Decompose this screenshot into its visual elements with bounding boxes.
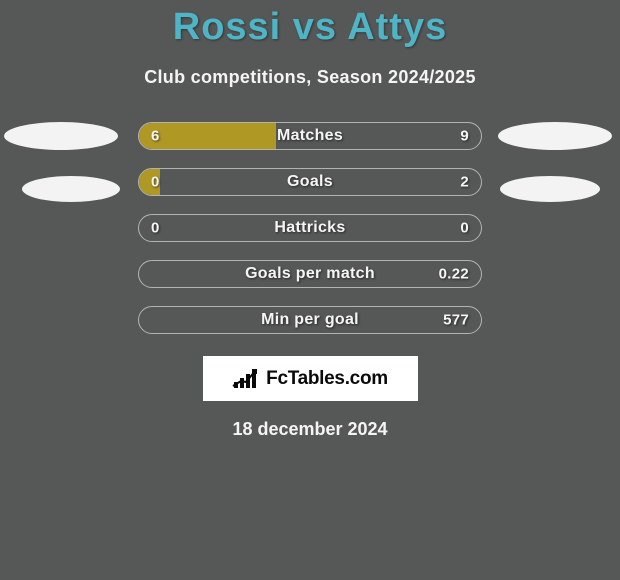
stat-label: Goals <box>287 173 333 191</box>
logo-chart-icon <box>232 368 260 390</box>
stat-row: Goals per match 0.22 <box>138 260 482 288</box>
logo-text: FcTables.com <box>266 368 388 390</box>
stat-right-value: 2 <box>460 174 469 191</box>
stat-left-value: 0 <box>151 220 160 237</box>
stat-right-value: 0.22 <box>439 266 469 283</box>
stat-right-value: 577 <box>443 312 469 329</box>
stat-label: Hattricks <box>274 219 345 237</box>
decorative-ellipse <box>22 176 120 202</box>
stat-left-value: 6 <box>151 128 160 145</box>
stat-row: 6 Matches 9 <box>138 122 482 150</box>
logo-badge: FcTables.com <box>203 356 418 401</box>
decorative-ellipse <box>500 176 600 202</box>
stat-row: Min per goal 577 <box>138 306 482 334</box>
page-title: Rossi vs Attys <box>0 0 620 49</box>
decorative-ellipse <box>498 122 612 150</box>
stat-right-value: 0 <box>460 220 469 237</box>
subtitle: Club competitions, Season 2024/2025 <box>0 67 620 88</box>
stat-label: Matches <box>277 127 343 145</box>
stat-label: Min per goal <box>261 311 359 329</box>
comparison-rows: 6 Matches 9 0 Goals 2 0 Hattricks 0 Goals per mat… <box>0 122 620 334</box>
stat-row: 0 Hattricks 0 <box>138 214 482 242</box>
stat-row: 0 Goals 2 <box>138 168 482 196</box>
stat-label: Goals per match <box>245 265 375 283</box>
decorative-ellipse <box>4 122 118 150</box>
stat-right-value: 9 <box>460 128 469 145</box>
stat-left-value: 0 <box>151 174 160 191</box>
date-label: 18 december 2024 <box>0 419 620 440</box>
